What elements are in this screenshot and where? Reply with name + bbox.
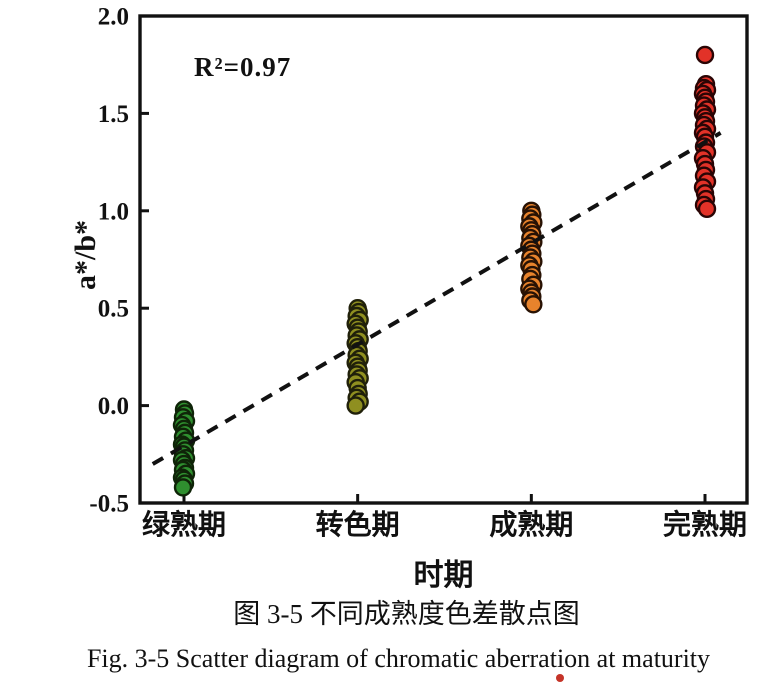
- y-tick-label: 0.5: [98, 296, 129, 323]
- y-axis-title: a*/b*: [69, 219, 102, 291]
- x-category-label: 成熟期: [489, 509, 573, 541]
- data-point: [695, 45, 715, 65]
- x-category-label: 转色期: [316, 508, 400, 541]
- points-绿熟期: [172, 400, 196, 497]
- x-category-label: 完熟期: [663, 508, 747, 541]
- data-point: [697, 199, 717, 219]
- figure-caption-english: Fig. 3-5 Scatter diagram of chromatic ab…: [86, 644, 711, 673]
- plot-border: [138, 14, 749, 505]
- points-转色期: [346, 299, 369, 415]
- data-point: [524, 295, 543, 314]
- trend-line: [151, 131, 722, 466]
- x-category-label: 绿熟期: [142, 509, 226, 541]
- data-point: [173, 478, 193, 497]
- y-tick-label: -0.5: [89, 491, 129, 518]
- data-point: [346, 396, 365, 415]
- y-tick-label: 1.5: [98, 101, 129, 128]
- figure-caption-chinese: 图 3-5 不同成熟度色差散点图: [233, 599, 580, 629]
- stray-red-dot: [556, 674, 564, 682]
- points-成熟期: [520, 201, 543, 314]
- points-完熟期: [693, 45, 717, 219]
- y-tick-label: 2.0: [98, 4, 129, 31]
- y-tick-label: 1.0: [98, 198, 129, 225]
- x-axis-title: 时期: [413, 559, 474, 592]
- r-squared-annotation: R²=0.97: [194, 52, 292, 82]
- y-tick-label: 0.0: [98, 393, 129, 420]
